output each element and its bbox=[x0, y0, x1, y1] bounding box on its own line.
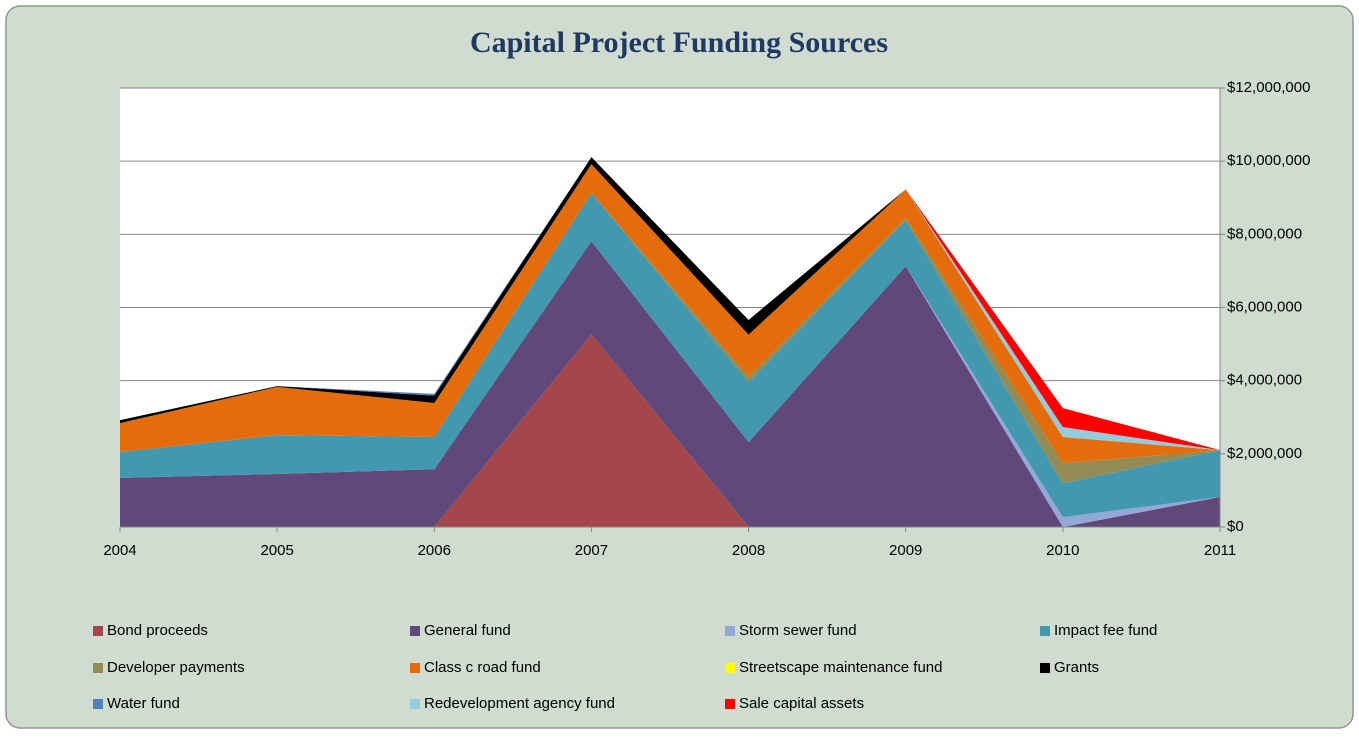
legend-label: Sale capital assets bbox=[739, 695, 864, 712]
legend-swatch bbox=[1040, 663, 1050, 673]
y-tick-label: $0 bbox=[1227, 518, 1244, 535]
legend-label: Storm sewer fund bbox=[739, 622, 857, 639]
legend-swatch bbox=[725, 663, 735, 673]
legend: Bond proceeds General fund Storm sewer fun… bbox=[93, 622, 1157, 712]
legend-swatch bbox=[725, 699, 735, 709]
legend-swatch bbox=[410, 626, 420, 636]
x-tick-label: 2005 bbox=[260, 542, 293, 559]
y-tick-label: $6,000,000 bbox=[1227, 298, 1302, 315]
legend-label: Bond proceeds bbox=[107, 622, 208, 639]
legend-swatch bbox=[93, 663, 103, 673]
y-tick-label: $12,000,000 bbox=[1227, 79, 1310, 96]
legend-label: Class c road fund bbox=[424, 659, 541, 676]
area bbox=[120, 164, 1220, 463]
x-tick-label: 2010 bbox=[1046, 542, 1079, 559]
chart-title: Capital Project Funding Sources bbox=[470, 26, 888, 59]
area bbox=[120, 241, 1220, 527]
legend-label: Developer payments bbox=[107, 659, 245, 676]
legend-label: Impact fee fund bbox=[1054, 622, 1157, 639]
axes: $0 $2,000,000 $4,000,000 $6,000,000 $8,000,0… bbox=[103, 79, 1310, 559]
area bbox=[120, 157, 1220, 451]
legend-label: Grants bbox=[1054, 659, 1099, 676]
legend-label: Water fund bbox=[107, 695, 180, 712]
areas bbox=[120, 157, 1220, 527]
x-tick-label: 2007 bbox=[575, 542, 608, 559]
legend-swatch bbox=[410, 699, 420, 709]
legend-swatch bbox=[93, 626, 103, 636]
legend-swatch bbox=[410, 663, 420, 673]
legend-label: Redevelopment agency fund bbox=[424, 695, 615, 712]
y-tick-label: $8,000,000 bbox=[1227, 225, 1302, 242]
y-tick-label: $2,000,000 bbox=[1227, 445, 1302, 462]
x-tick-label: 2008 bbox=[732, 542, 765, 559]
legend-label: Streetscape maintenance fund bbox=[739, 659, 942, 676]
x-tick-label: 2011 bbox=[1204, 542, 1236, 559]
x-tick-label: 2009 bbox=[889, 542, 922, 559]
y-tick-label: $10,000,000 bbox=[1227, 152, 1310, 169]
legend-swatch bbox=[725, 626, 735, 636]
area bbox=[120, 334, 1220, 527]
area bbox=[120, 192, 1220, 518]
x-tick-label: 2004 bbox=[103, 542, 136, 559]
y-tick-label: $4,000,000 bbox=[1227, 372, 1302, 389]
x-tick-label: 2006 bbox=[418, 542, 451, 559]
legend-swatch bbox=[93, 699, 103, 709]
legend-label: General fund bbox=[424, 622, 511, 639]
legend-swatch bbox=[1040, 626, 1050, 636]
